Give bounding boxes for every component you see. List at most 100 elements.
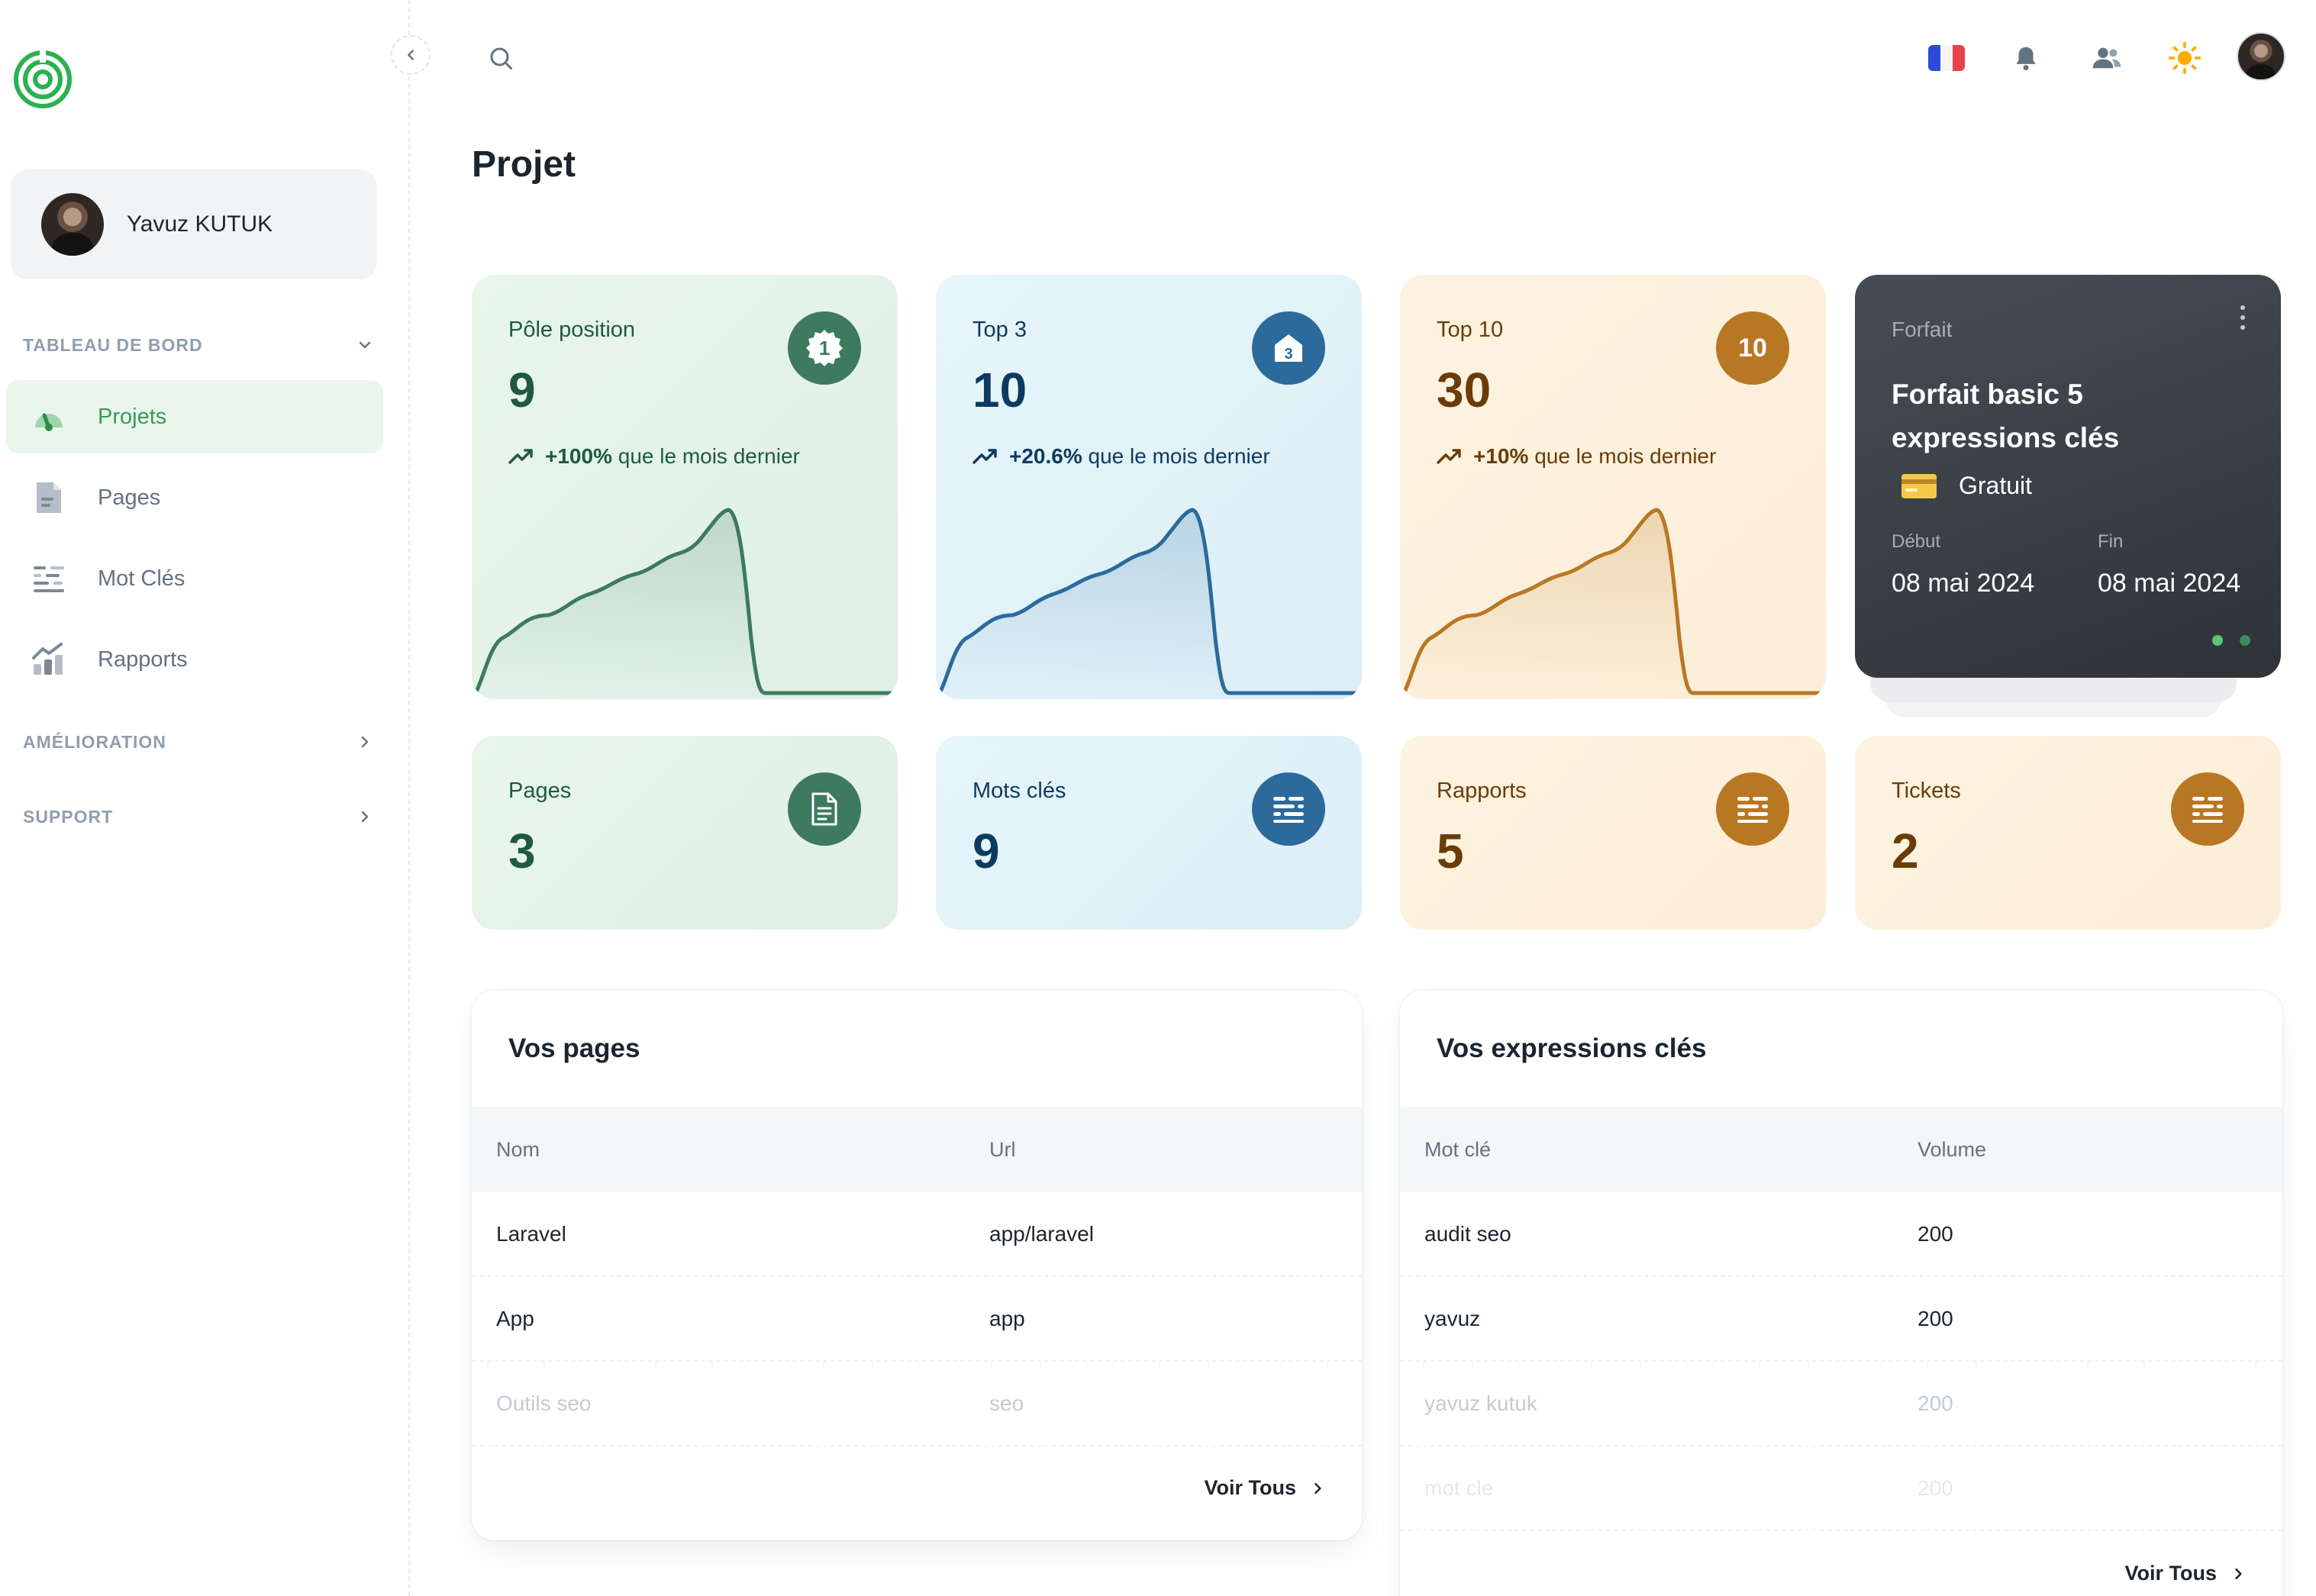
cell-url: app/laravel <box>989 1221 1094 1246</box>
sidebar-item-pages[interactable]: Pages <box>6 461 383 534</box>
badge-one-icon: 1 <box>788 311 861 385</box>
count-card-pages: Pages 3 <box>472 736 898 930</box>
cell-volume: 200 <box>1918 1475 1953 1500</box>
credit-card-icon <box>1902 473 1937 498</box>
france-flag-icon <box>1928 45 1965 71</box>
sidebar-item-rapports[interactable]: Rapports <box>6 623 383 696</box>
stat-card-top-10: Top 10 30 10 +10% que le mois dernier <box>1400 275 1826 699</box>
dashboard-gauge-icon <box>31 398 67 435</box>
chevron-left-icon <box>408 50 414 60</box>
trending-up-icon <box>973 449 997 464</box>
voir-tous-link[interactable]: Voir Tous <box>1205 1476 1326 1500</box>
trend-text: que le mois dernier <box>1534 444 1717 468</box>
notifications-button[interactable] <box>2005 37 2047 79</box>
sidebar-item-mot-cles[interactable]: Mot Clés <box>6 542 383 615</box>
sidebar: Yavuz KUTUK TABLEAU DE BORD Projets Page… <box>0 0 410 1596</box>
sidebar-item-label: Mot Clés <box>98 566 185 591</box>
trending-up-icon <box>1437 449 1461 464</box>
start-date: 08 mai 2024 <box>1892 569 2035 598</box>
cell-nom: Laravel <box>496 1221 566 1246</box>
section-label: TABLEAU DE BORD <box>23 334 203 355</box>
stat-card-top-3: Top 3 10 3 +20.6% que le mois dernier <box>936 275 1362 699</box>
voir-tous-link[interactable]: Voir Tous <box>2125 1562 2247 1585</box>
stat-trend: +100% que le mois dernier <box>508 444 800 469</box>
page-title: Projet <box>472 144 576 185</box>
cell-mot-cle: yavuz <box>1424 1306 1481 1330</box>
count-value: 9 <box>973 824 1000 879</box>
pages-table-card: Vos pages Nom Url Laravel app/laravel Ap… <box>472 991 1362 1540</box>
stat-label: Top 3 <box>973 318 1027 342</box>
more-vertical-icon[interactable] <box>2235 302 2250 333</box>
carousel-dots <box>2212 635 2250 646</box>
column-header: Volume <box>1918 1137 1987 1161</box>
document-icon <box>788 772 861 846</box>
trend-text: que le mois dernier <box>1088 444 1270 468</box>
cell-mot-cle: yavuz kutuk <box>1424 1391 1537 1415</box>
column-header: Url <box>989 1137 1016 1161</box>
forfait-label: Forfait <box>1892 318 1953 341</box>
section-tableau-de-bord[interactable]: TABLEAU DE BORD <box>23 330 374 360</box>
language-button[interactable] <box>1925 37 1968 79</box>
section-label: AMÉLIORATION <box>23 731 166 752</box>
count-label: Pages <box>508 779 572 803</box>
table-header: Mot clé Volume <box>1400 1107 2282 1192</box>
table-row[interactable]: mot cle 200 <box>1400 1446 2282 1531</box>
user-card[interactable]: Yavuz KUTUK <box>11 169 377 279</box>
column-header: Nom <box>496 1137 540 1161</box>
users-icon <box>2092 47 2121 69</box>
theme-toggle-button[interactable] <box>2163 37 2206 79</box>
avatar[interactable] <box>2237 32 2285 81</box>
table-row[interactable]: Laravel app/laravel <box>472 1192 1362 1277</box>
trend-text: que le mois dernier <box>618 444 800 468</box>
link-label: Voir Tous <box>1204 1476 1297 1499</box>
stat-label: Pôle position <box>508 318 636 342</box>
sidebar-item-label: Projets <box>98 404 167 429</box>
cell-volume: 200 <box>1918 1391 1953 1415</box>
chevron-down-icon <box>359 341 371 349</box>
stat-value: 10 <box>973 363 1027 418</box>
stat-sparkline <box>938 508 1356 699</box>
table-row[interactable]: Outils seo seo <box>472 1362 1362 1446</box>
bell-icon <box>2016 47 2036 71</box>
sun-icon <box>2168 41 2201 75</box>
table-row[interactable]: yavuz 200 <box>1400 1277 2282 1362</box>
link-label: Voir Tous <box>2124 1562 2218 1585</box>
podium-three-icon: 3 <box>1252 311 1325 385</box>
cell-volume: 200 <box>1918 1221 1953 1246</box>
ten-icon: 10 <box>1716 311 1789 385</box>
trend-value: +20.6% <box>1009 444 1082 468</box>
collapse-sidebar-button[interactable] <box>391 35 431 75</box>
table-row[interactable]: yavuz kutuk 200 <box>1400 1362 2282 1446</box>
carousel-dot[interactable] <box>2212 635 2223 646</box>
count-value: 5 <box>1437 824 1464 879</box>
forfait-plan: Gratuit <box>1901 472 2032 500</box>
chevron-right-icon <box>1314 1482 1321 1494</box>
document-icon <box>31 479 67 516</box>
contacts-button[interactable] <box>2085 37 2128 79</box>
sidebar-item-projets[interactable]: Projets <box>6 380 383 453</box>
forfait-card: Forfait Forfait basic 5 expressions clés… <box>1855 275 2281 678</box>
keywords-table-card: Vos expressions clés Mot clé Volume audi… <box>1400 991 2282 1596</box>
chevron-right-icon <box>2235 1568 2242 1579</box>
chevron-right-icon <box>361 811 369 823</box>
chevron-right-icon <box>361 736 369 748</box>
end-date: 08 mai 2024 <box>2098 569 2241 598</box>
trending-up-icon <box>508 449 533 464</box>
target-logo-icon[interactable] <box>12 49 73 110</box>
avatar <box>41 193 104 256</box>
section-amelioration[interactable]: AMÉLIORATION <box>23 727 374 757</box>
search-button[interactable] <box>481 38 521 78</box>
stat-sparkline <box>1402 508 1820 699</box>
svg-text:3: 3 <box>1284 346 1292 363</box>
section-support[interactable]: SUPPORT <box>23 801 374 832</box>
carousel-dot[interactable] <box>2240 635 2250 646</box>
table-row[interactable]: audit seo 200 <box>1400 1192 2282 1277</box>
stat-label: Top 10 <box>1437 318 1504 342</box>
count-card-mots-cles: Mots clés 9 <box>936 736 1362 930</box>
table-row[interactable]: App app <box>472 1277 1362 1362</box>
forfait-title: Forfait basic 5 expressions clés <box>1892 379 2120 453</box>
end-label: Fin <box>2098 531 2124 552</box>
stat-value: 9 <box>508 363 536 418</box>
sidebar-item-label: Rapports <box>98 646 188 672</box>
column-header: Mot clé <box>1424 1137 1492 1161</box>
